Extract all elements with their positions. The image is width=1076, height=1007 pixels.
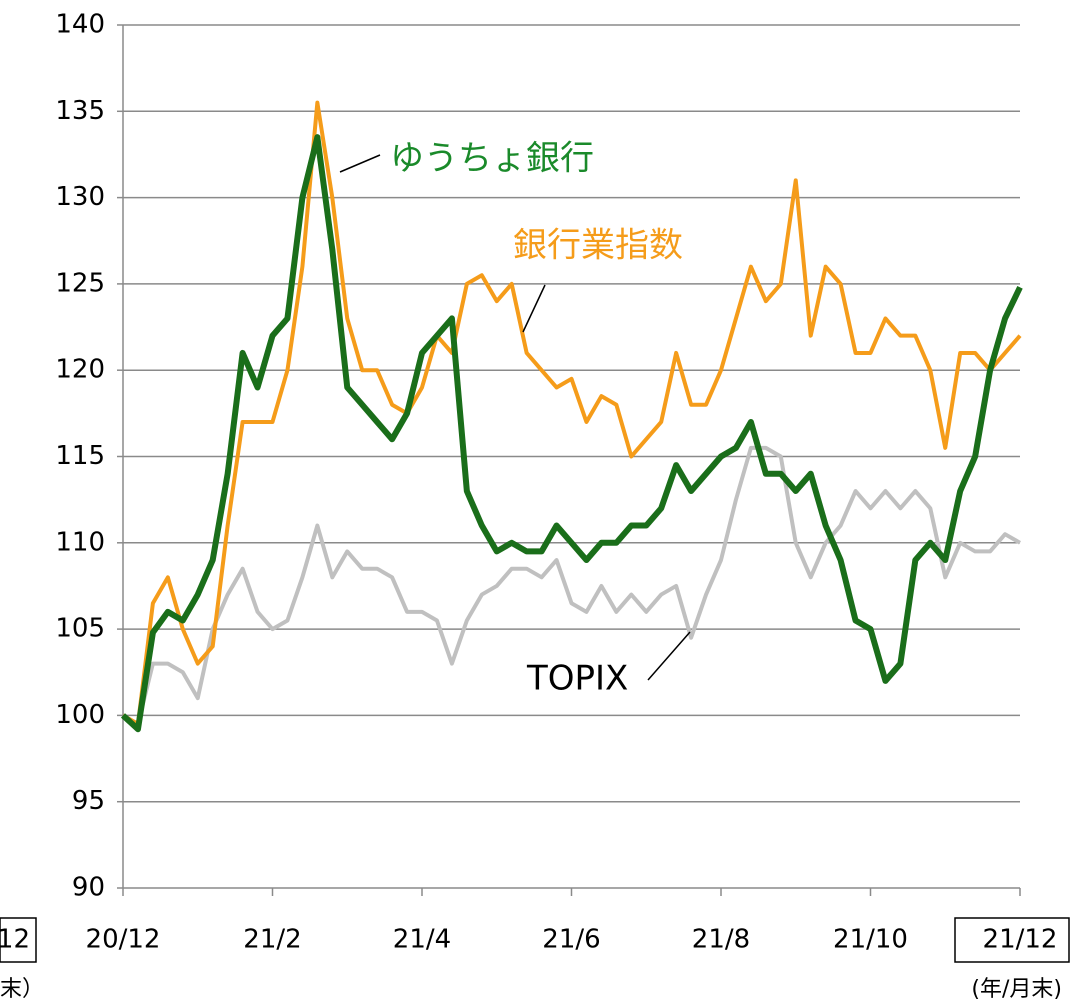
series-line (122, 100, 1022, 727)
label-box (954, 917, 1070, 963)
label-box (0, 917, 37, 963)
leader-line (647, 631, 691, 681)
x-axis-label: (年/月末) (971, 977, 1062, 1002)
series-label: TOPIX (526, 659, 628, 699)
y-tick-label: 100 (55, 700, 105, 730)
y-tick-label: 90 (72, 873, 105, 903)
x-tick-label: 20/12 (86, 925, 161, 955)
y-tick-label: 110 (55, 527, 105, 557)
series-label: ゆうちょ銀行 (390, 139, 594, 179)
y-tick-label: 120 (55, 355, 105, 385)
y-tick-label: 105 (55, 614, 105, 644)
cut-label: 12 (0, 925, 30, 955)
series-line (122, 445, 1021, 727)
y-tick-label: 140 (55, 10, 105, 40)
series-label: 銀行業指数 (513, 226, 683, 266)
y-tick-label: 95 (72, 786, 105, 816)
x-tick-label: 21/10 (833, 925, 908, 955)
y-tick-label: 125 (55, 268, 105, 298)
leader-line (522, 284, 546, 333)
y-tick-label: 130 (55, 182, 105, 212)
cut-label: 末） (0, 977, 44, 1002)
y-tick-label: 135 (55, 96, 105, 126)
series-line (120, 134, 1023, 733)
leader-line (339, 154, 381, 173)
x-tick-label: 21/8 (692, 925, 750, 955)
y-tick-label: 115 (55, 441, 105, 471)
x-tick-label: 21/6 (542, 925, 600, 955)
x-tick-label: 21/2 (243, 925, 301, 955)
x-tick-label: 21/4 (393, 925, 451, 955)
x-tick-label: 21/12 (983, 925, 1058, 955)
